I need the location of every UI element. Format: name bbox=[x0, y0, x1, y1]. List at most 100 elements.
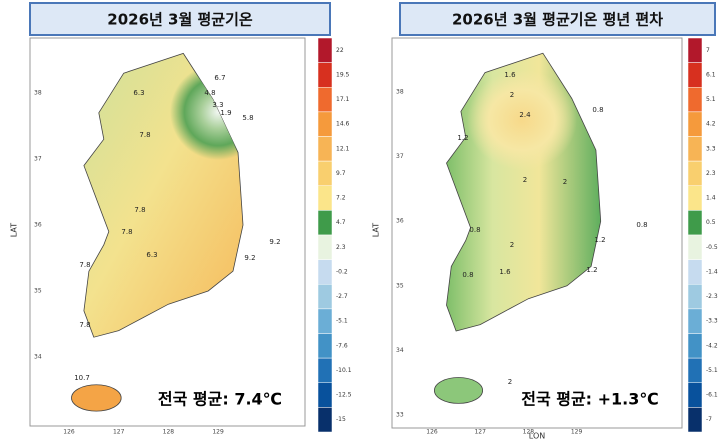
legend-label: 1.4 bbox=[706, 195, 716, 202]
legend-label: -0.5 bbox=[706, 244, 718, 251]
legend-swatch bbox=[317, 160, 333, 186]
legend-swatch bbox=[687, 357, 703, 383]
contour-label: 2 bbox=[563, 178, 567, 186]
legend-swatch bbox=[317, 382, 333, 408]
contour-label: 7.8 bbox=[79, 321, 90, 329]
contour-label: 0.8 bbox=[469, 226, 480, 234]
contour-label: 3.3 bbox=[212, 101, 223, 109]
lat-tick: 35 bbox=[34, 288, 42, 295]
legend-label: -6.1 bbox=[706, 392, 718, 399]
legend-label: -5.1 bbox=[706, 367, 718, 374]
legend-swatch bbox=[317, 234, 333, 260]
lon-tick: 127 bbox=[474, 429, 486, 436]
contour-label: 6.7 bbox=[214, 74, 225, 82]
legend-label: 2.3 bbox=[336, 244, 346, 251]
legend-label: 3.3 bbox=[706, 145, 716, 152]
jeju bbox=[434, 377, 484, 404]
legend-swatch bbox=[317, 407, 333, 433]
legend-label: -12.5 bbox=[336, 392, 352, 399]
contour-label: 10.7 bbox=[74, 374, 90, 382]
legend-swatch bbox=[687, 160, 703, 186]
contour-label: 1.2 bbox=[586, 266, 597, 274]
contour-label: 2 bbox=[510, 241, 514, 249]
y-axis-label: LAT bbox=[372, 223, 381, 237]
legend-swatch bbox=[317, 62, 333, 88]
contour-label: 0.8 bbox=[592, 106, 603, 114]
lon-tick: 128 bbox=[163, 429, 175, 436]
legend-label: -3.3 bbox=[706, 318, 718, 325]
legend-swatch bbox=[687, 136, 703, 162]
lat-tick: 34 bbox=[34, 354, 42, 361]
legend-label: 12.1 bbox=[336, 145, 350, 152]
legend-label: -10.1 bbox=[336, 367, 352, 374]
legend-label: -4.2 bbox=[706, 342, 718, 349]
legend-label: 4.2 bbox=[706, 121, 716, 128]
contour-label: 1.9 bbox=[220, 109, 231, 117]
lat-tick: 34 bbox=[396, 347, 404, 354]
legend-swatch bbox=[687, 382, 703, 408]
legend-label: -2.7 bbox=[336, 293, 348, 300]
legend-label: 7.2 bbox=[336, 195, 346, 202]
contour-label: 2 bbox=[508, 378, 512, 386]
lat-tick: 33 bbox=[396, 412, 404, 419]
legend-swatch bbox=[687, 87, 703, 113]
legend-label: 6.1 bbox=[706, 71, 716, 78]
legend-swatch bbox=[317, 87, 333, 113]
legend-swatch bbox=[687, 407, 703, 433]
legend-label: 19.5 bbox=[336, 71, 350, 78]
legend-swatch bbox=[687, 234, 703, 260]
contour-label: 7.8 bbox=[134, 206, 145, 214]
lon-tick: 126 bbox=[426, 429, 438, 436]
legend-swatch bbox=[687, 37, 703, 63]
legend-swatch bbox=[317, 357, 333, 383]
legend-label: 4.7 bbox=[336, 219, 346, 226]
legend-label: 7 bbox=[706, 47, 710, 54]
contour-label: 2 bbox=[523, 176, 527, 184]
lat-tick: 36 bbox=[34, 222, 42, 229]
legend-swatch bbox=[317, 284, 333, 310]
contour-label: 1.6 bbox=[504, 71, 516, 79]
legend-label: -2.3 bbox=[706, 293, 718, 300]
legend-swatch bbox=[317, 210, 333, 236]
legend-swatch bbox=[687, 111, 703, 137]
lat-tick: 37 bbox=[34, 156, 42, 163]
lon-tick: 126 bbox=[63, 429, 75, 436]
legend-swatch bbox=[317, 37, 333, 63]
legend-swatch bbox=[317, 259, 333, 285]
lat-tick: 36 bbox=[396, 218, 404, 225]
legend-label: 5.1 bbox=[706, 96, 716, 103]
lat-tick: 38 bbox=[396, 89, 404, 96]
legend-label: -7.6 bbox=[336, 342, 348, 349]
legend-swatch bbox=[317, 136, 333, 162]
contour-label: 9.2 bbox=[269, 238, 280, 246]
contour-label: 0.8 bbox=[636, 221, 647, 229]
contour-label: 7.8 bbox=[121, 228, 132, 236]
legend-label: -0.2 bbox=[336, 268, 348, 275]
contour-label: 1.6 bbox=[499, 268, 511, 276]
contour-label: 1.2 bbox=[457, 134, 468, 142]
lat-tick: 37 bbox=[396, 153, 404, 160]
lon-tick: 129 bbox=[571, 429, 583, 436]
legend-label: 9.7 bbox=[336, 170, 346, 177]
contour-label: 6.3 bbox=[146, 251, 157, 259]
legend-label: 0.5 bbox=[706, 219, 716, 226]
contour-label: 7.8 bbox=[139, 131, 150, 139]
legend-swatch bbox=[687, 210, 703, 236]
legend-label: 14.6 bbox=[336, 121, 350, 128]
contour-label: 2 bbox=[510, 91, 514, 99]
national-average: 전국 평균: +1.3℃ bbox=[521, 390, 659, 409]
contour-label: 1.2 bbox=[594, 236, 605, 244]
legend-label: 17.1 bbox=[336, 96, 350, 103]
legend-swatch bbox=[687, 259, 703, 285]
legend-label: -7 bbox=[706, 416, 712, 423]
legend-swatch bbox=[687, 333, 703, 359]
legend-swatch bbox=[687, 308, 703, 334]
title-box bbox=[399, 2, 716, 36]
legend-label: 22 bbox=[336, 47, 344, 54]
legend-swatch bbox=[317, 308, 333, 334]
legend-swatch bbox=[687, 284, 703, 310]
lat-tick: 35 bbox=[396, 282, 404, 289]
lon-tick: 129 bbox=[212, 429, 224, 436]
x-axis-label: LON bbox=[529, 432, 545, 441]
contour-label: 5.8 bbox=[242, 114, 253, 122]
